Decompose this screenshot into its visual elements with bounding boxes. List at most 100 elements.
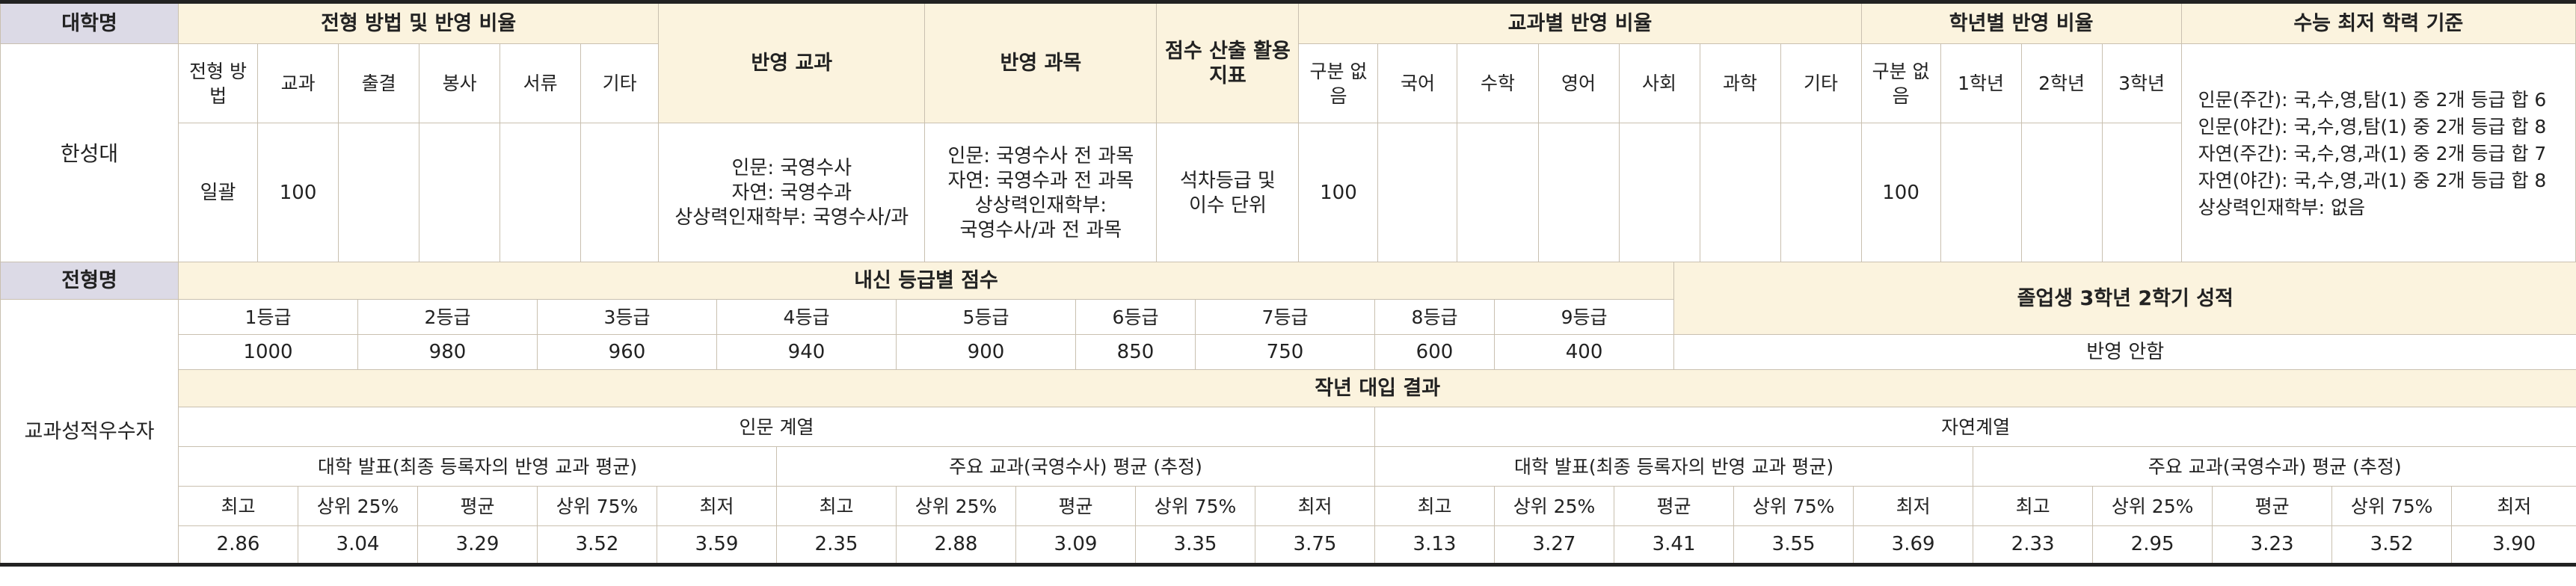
subjects-line: 자연: 국영수과	[731, 182, 852, 204]
subject-col-other: 기타	[1780, 43, 1862, 123]
result-value: 3.35	[1135, 525, 1255, 565]
group-nat-estimated: 주요 교과(국영수과) 평균 (추정)	[1973, 446, 2576, 487]
subject-col-science: 과학	[1699, 43, 1781, 123]
stat-col-min: 최저	[1853, 486, 1974, 526]
stat-col-avg: 평균	[417, 486, 538, 526]
subject-social-value	[1618, 123, 1700, 264]
type-header: 전형명	[0, 262, 179, 300]
result-value: 2.95	[2092, 525, 2213, 565]
stat-col-top25: 상위 25%	[2092, 486, 2213, 526]
graduate-value: 반영 안함	[1673, 334, 2576, 370]
result-value: 2.35	[776, 525, 897, 565]
grade-score-3: 960	[537, 334, 717, 370]
score-index-value: 석차등급 및 이수 단위	[1156, 123, 1300, 264]
courses-line: 상상력인재학부:	[974, 194, 1107, 217]
result-value: 3.04	[298, 525, 418, 565]
method-subject-value: 100	[257, 123, 339, 264]
grade-label-1: 1등급	[178, 299, 358, 335]
grade-1-value	[1940, 123, 2022, 264]
method-other-value	[580, 123, 660, 264]
univ-name: 한성대	[0, 43, 179, 264]
univ-header: 대학명	[0, 1, 179, 44]
subject-col-none: 구분 없음	[1298, 43, 1379, 123]
grade-score-8: 600	[1374, 334, 1495, 370]
subjects-header: 반영 교과	[658, 1, 926, 123]
grade-col-3: 3학년	[2101, 43, 2182, 123]
subject-ratio-header: 교과별 반영 비율	[1298, 1, 1862, 44]
result-value: 3.52	[537, 525, 657, 565]
grade-label-7: 7등급	[1195, 299, 1375, 335]
result-value: 3.41	[1613, 525, 1735, 565]
grade-score-5: 900	[896, 334, 1076, 370]
subject-other-value	[1780, 123, 1862, 264]
stat-col-min: 최저	[657, 486, 777, 526]
results-header: 작년 대입 결과	[177, 369, 2576, 407]
grade-col-none: 구분 없음	[1860, 43, 1941, 123]
stat-col-max: 최고	[1973, 486, 2094, 526]
method-attendance-value	[338, 123, 420, 264]
csat-line: 상상력인재학부: 없음	[2198, 196, 2365, 218]
stat-col-top75: 상위 75%	[1733, 486, 1854, 526]
track-natural: 자연계열	[1374, 407, 2576, 447]
score-index-line: 이수 단위	[1188, 194, 1267, 217]
subject-none-value: 100	[1298, 123, 1379, 264]
result-value: 3.29	[417, 525, 538, 565]
grade-label-6: 6등급	[1075, 299, 1196, 335]
grade-label-8: 8등급	[1374, 299, 1495, 335]
group-hum-official: 대학 발표(최종 등록자의 반영 교과 평균)	[178, 446, 777, 487]
score-index-line: 석차등급 및	[1179, 169, 1276, 192]
stat-col-top75: 상위 75%	[1135, 486, 1255, 526]
result-value: 3.75	[1255, 525, 1375, 565]
grade-score-6: 850	[1075, 334, 1196, 370]
stat-col-top75: 상위 75%	[537, 486, 657, 526]
result-value: 3.13	[1374, 525, 1495, 565]
method-col-subject: 교과	[257, 43, 339, 123]
subject-col-math: 수학	[1457, 43, 1539, 123]
subjects-value: 인문: 국영수사 자연: 국영수과 상상력인재학부: 국영수사/과	[658, 123, 926, 264]
csat-line: 인문(야간): 국,수,영,탐(1) 중 2개 등급 합 8	[2198, 115, 2547, 138]
result-value: 3.52	[2331, 525, 2453, 565]
courses-line: 자연: 국영수과 전 과목	[947, 169, 1134, 192]
grade-score-9: 400	[1493, 334, 1675, 370]
result-value: 3.09	[1015, 525, 1136, 565]
type-name: 교과성적우수자	[0, 299, 179, 565]
csat-header: 수능 최저 학력 기준	[2180, 1, 2576, 44]
subject-col-korean: 국어	[1377, 43, 1458, 123]
grade-2-value	[2020, 123, 2103, 264]
stat-col-top25: 상위 25%	[896, 486, 1016, 526]
grade-score-1: 1000	[178, 334, 358, 370]
stat-col-avg: 평균	[1015, 486, 1136, 526]
stat-col-top25: 상위 25%	[1494, 486, 1614, 526]
grade-none-value: 100	[1860, 123, 1941, 264]
courses-header: 반영 과목	[924, 1, 1158, 123]
stat-col-min: 최저	[1255, 486, 1375, 526]
subject-col-social: 사회	[1618, 43, 1700, 123]
grade-col-2: 2학년	[2020, 43, 2103, 123]
grade-label-9: 9등급	[1493, 299, 1675, 335]
courses-line: 인문: 국영수사 전 과목	[947, 144, 1134, 167]
csat-line: 인문(주간): 국,수,영,탐(1) 중 2개 등급 합 6	[2198, 88, 2547, 111]
method-col-type: 전형 방법	[178, 43, 259, 123]
result-value: 2.33	[1973, 525, 2094, 565]
stat-col-min: 최저	[2451, 486, 2576, 526]
stat-col-avg: 평균	[2212, 486, 2333, 526]
subjects-line: 인문: 국영수사	[731, 157, 852, 179]
stat-col-max: 최고	[178, 486, 298, 526]
stat-col-avg: 평균	[1613, 486, 1735, 526]
method-col-volunteer: 봉사	[419, 43, 501, 123]
result-value: 2.88	[896, 525, 1016, 565]
stat-col-max: 최고	[1374, 486, 1495, 526]
grade-score-2: 980	[357, 334, 538, 370]
stat-col-top75: 상위 75%	[2331, 486, 2453, 526]
method-col-documents: 서류	[499, 43, 582, 123]
grade-label-5: 5등급	[896, 299, 1076, 335]
method-col-attendance: 출결	[338, 43, 420, 123]
results-table: 전형명 내신 등급별 점수 졸업생 3학년 2학기 성적 교과성적우수자 1등급…	[0, 262, 2576, 567]
grade-score-header: 내신 등급별 점수	[177, 262, 1675, 300]
stat-col-top25: 상위 25%	[298, 486, 418, 526]
grade-label-3: 3등급	[537, 299, 717, 335]
result-value: 3.69	[1853, 525, 1974, 565]
track-humanities: 인문 계열	[178, 407, 1375, 447]
method-group-header: 전형 방법 및 반영 비율	[178, 1, 660, 44]
csat-criteria: 인문(주간): 국,수,영,탐(1) 중 2개 등급 합 6 인문(야간): 국…	[2180, 43, 2576, 264]
